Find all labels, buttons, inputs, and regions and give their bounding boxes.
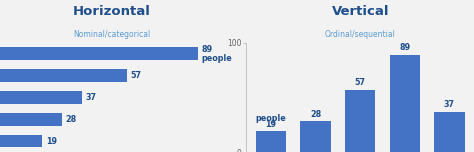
Text: people: people [255,114,286,123]
Text: 28: 28 [66,115,77,124]
Text: Nominal/categorical: Nominal/categorical [73,30,150,39]
Bar [0,91,82,104]
Text: 57: 57 [355,78,366,87]
Bar [390,55,420,152]
Text: 37: 37 [444,100,455,109]
Text: 28: 28 [310,110,321,119]
Bar [434,112,465,152]
Text: Horizontal: Horizontal [73,5,150,18]
Text: Vertical: Vertical [331,5,389,18]
Bar [0,69,127,82]
Text: 19: 19 [265,120,276,129]
Text: 89: 89 [399,43,410,52]
Text: Ordinal/sequential: Ordinal/sequential [325,30,396,39]
Text: 37: 37 [86,93,97,102]
Text: 57: 57 [130,71,141,80]
Text: 89: 89 [201,45,213,54]
Text: people: people [201,54,232,63]
Bar [256,131,286,152]
Bar [0,113,63,126]
Bar [301,121,331,152]
Bar [345,90,375,152]
Bar [0,135,42,147]
Text: 19: 19 [46,136,57,146]
Bar [0,47,198,60]
